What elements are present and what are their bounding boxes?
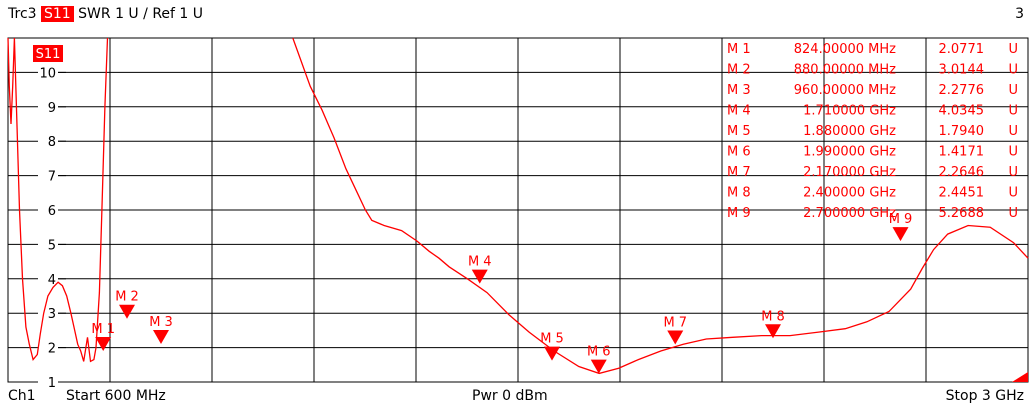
trace-line: [292, 37, 1029, 375]
reference-arrow: [1012, 372, 1028, 382]
trace-tag-label: S11: [36, 47, 61, 62]
y-tick-label-bg: [38, 339, 58, 355]
marker-table-frequency: 1.990000 GHz: [803, 145, 896, 160]
marker-label: M 4: [468, 255, 492, 270]
y-tick-label-bg: [38, 374, 58, 389]
marker-table-value: 2.2776: [939, 83, 985, 98]
marker-table: M 1 824.00000 MHz 2.0771 U M 2 880.00000 MHz 3…: [727, 42, 1018, 221]
marker-triangle: [667, 330, 684, 345]
marker-label: M 8: [761, 309, 785, 324]
reference-label[interactable]: Ref 1 U: [152, 6, 204, 22]
marker-table-name: M 7: [727, 165, 751, 180]
marker-label: M 5: [540, 332, 564, 347]
marker-table-unit: U: [1008, 186, 1018, 201]
s11-trace: [7, 37, 1029, 375]
marker-triangle: [119, 304, 135, 319]
trace-header: Trc3 S11 SWR 1 U / Ref 1 U: [8, 6, 203, 22]
trace-tag-box: [33, 45, 63, 62]
marker-table-name: M 9: [727, 206, 751, 221]
stop-frequency[interactable]: Stop 3 GHz: [945, 388, 1024, 404]
y-tick-label-bg: [38, 236, 58, 252]
marker-table-value: 1.4171: [939, 145, 985, 160]
start-frequency[interactable]: Start 600 MHz: [66, 388, 166, 404]
marker-table-value: 3.0144: [939, 63, 985, 78]
marker-label: M 1: [91, 322, 115, 337]
marker-table-frequency: 880.00000 MHz: [794, 63, 896, 78]
marker-triangle: [590, 359, 607, 374]
marker-table-frequency: 1.710000 GHz: [803, 104, 896, 119]
marker-table-name: M 3: [727, 83, 751, 98]
marker-table-value: 5.2688: [939, 206, 985, 221]
y-tick-label: 1: [48, 376, 56, 391]
marker-table-frequency: 1.880000 GHz: [803, 124, 896, 139]
trace-name[interactable]: Trc3: [8, 6, 37, 22]
channel-index: 3: [1015, 6, 1024, 22]
trace-line: [7, 37, 109, 363]
channel-label[interactable]: Ch1: [8, 388, 36, 404]
format-label[interactable]: SWR: [78, 6, 111, 22]
marker-triangle: [765, 324, 781, 339]
marker-triangle: [544, 346, 560, 361]
marker-table-unit: U: [1008, 63, 1018, 78]
y-tick-label: 2: [48, 342, 56, 357]
y-tick-label: 6: [48, 204, 56, 219]
marker-label: M 6: [587, 345, 611, 360]
marker-table-name: M 2: [727, 63, 751, 78]
marker-triangle: [153, 330, 169, 345]
marker-table-unit: U: [1008, 124, 1018, 139]
y-tick-label-bg: [38, 133, 58, 149]
marker-table-value: 2.0771: [939, 42, 985, 57]
marker-triangle: [892, 227, 909, 242]
marker-table-value: 4.0345: [939, 104, 985, 119]
marker-triangle: [471, 269, 488, 284]
marker-label: M 9: [889, 212, 913, 227]
marker-table-name: M 6: [727, 145, 751, 160]
marker-table-unit: U: [1008, 104, 1018, 119]
marker-label: M 7: [663, 315, 687, 330]
marker-table-frequency: 2.700000 GHz: [803, 206, 896, 221]
s-parameter-tag[interactable]: S11: [41, 6, 74, 22]
trace-tag: S11: [33, 45, 1028, 382]
marker-triangle: [95, 336, 112, 351]
y-tick-label: 10: [39, 66, 56, 81]
y-tick-label: 9: [48, 101, 56, 116]
y-tick-label-bg: [38, 167, 58, 183]
marker-table-name: M 4: [727, 104, 751, 119]
marker-table-unit: U: [1008, 165, 1018, 180]
marker-table-frequency: 824.00000 MHz: [794, 42, 896, 57]
y-tick-label: 5: [48, 238, 56, 253]
marker-table-value: 2.4451: [939, 186, 985, 201]
marker-table-unit: U: [1008, 83, 1018, 98]
marker-table-unit: U: [1008, 206, 1018, 221]
y-tick-label-bg: [38, 202, 58, 217]
marker-table-unit: U: [1008, 42, 1018, 57]
scale-label[interactable]: 1 U /: [115, 6, 148, 22]
marker-label: M 2: [115, 290, 139, 305]
y-tick-label: 8: [48, 135, 56, 150]
y-tick-label: 4: [48, 273, 56, 288]
marker-table-name: M 5: [727, 124, 751, 139]
chart-grid: [7, 37, 1029, 383]
marker-table-frequency: 2.400000 GHz: [803, 186, 896, 201]
power-label[interactable]: Pwr 0 dBm: [472, 388, 548, 404]
marker-table-name: M 8: [727, 186, 751, 201]
marker-table-frequency: 960.00000 MHz: [794, 83, 896, 98]
y-tick-label-bg: [38, 270, 58, 286]
y-tick-label-bg: [38, 98, 58, 114]
marker-table-frequency: 2.170000 GHz: [803, 165, 896, 180]
marker-table-name: M 1: [727, 42, 751, 57]
marker-table-unit: U: [1008, 145, 1018, 160]
y-tick-labels: 1 2 3 4 5 6 7 8 9 10: [38, 64, 66, 391]
y-tick-label: 7: [48, 170, 56, 185]
marker-label: M 3: [149, 315, 173, 330]
y-tick-label: 3: [48, 307, 56, 322]
y-tick-label-bg: [38, 64, 58, 80]
marker-table-value: 2.2646: [939, 165, 985, 180]
marker-set[interactable]: M 1 M 2 M 3 M 4 M 5 M 6 M 7 M 8 M 9: [91, 212, 913, 374]
marker-table-value: 1.7940: [939, 124, 985, 139]
